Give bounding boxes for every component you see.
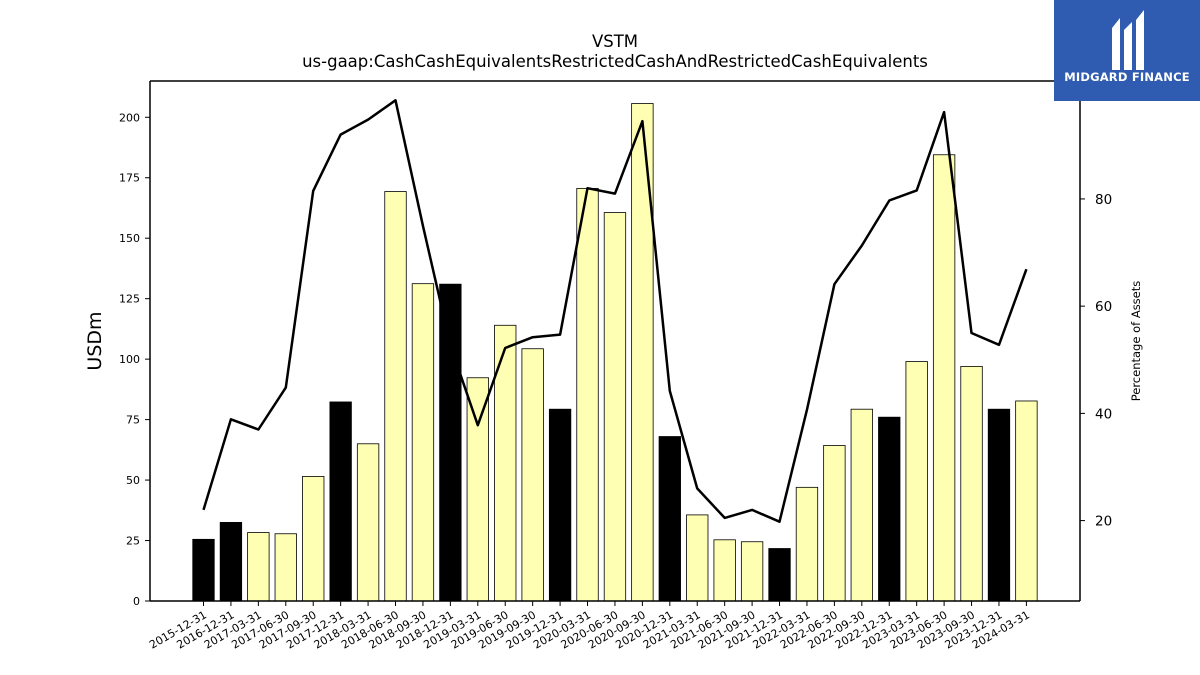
- bar: [192, 538, 215, 602]
- y-tick-label: 125: [119, 293, 140, 306]
- bar: [548, 408, 572, 602]
- chart-title: VSTM: [591, 32, 639, 51]
- y-tick-label: 100: [119, 353, 140, 366]
- y-tick-label: 50: [126, 474, 140, 487]
- bar: [521, 348, 544, 602]
- bar: [768, 548, 791, 602]
- bar: [439, 283, 462, 602]
- bar: [850, 408, 873, 602]
- y-tick-label: 75: [126, 414, 140, 427]
- bar: [1015, 400, 1038, 602]
- midgard-finance-logo: MIDGARD FINANCE: [1054, 0, 1200, 101]
- bar: [878, 416, 901, 602]
- bar: [576, 187, 599, 602]
- y2-tick-label: 20: [1095, 514, 1112, 530]
- logo-mark-icon: [1112, 10, 1144, 70]
- bar: [466, 377, 489, 602]
- y-tick-label: 150: [119, 232, 140, 245]
- y2-tick-label: 80: [1095, 192, 1112, 208]
- logo-text: MIDGARD FINANCE: [1064, 70, 1190, 84]
- y-tick-label: 0: [133, 595, 140, 608]
- bar: [713, 539, 736, 602]
- bar: [686, 514, 709, 602]
- bar: [329, 401, 352, 602]
- bar: [795, 486, 819, 602]
- bar: [356, 443, 380, 602]
- bar: [274, 533, 297, 602]
- series-line: [202, 99, 1028, 523]
- bar: [302, 476, 325, 602]
- bar: [384, 191, 407, 602]
- y-tick-label: 200: [119, 111, 140, 124]
- y-tick-label: 25: [126, 535, 140, 548]
- bar: [658, 436, 681, 602]
- bar: [740, 541, 764, 602]
- y-tick-label: 175: [119, 172, 140, 185]
- y2-tick-label: 40: [1095, 406, 1112, 422]
- y-axis-label: USDm: [84, 311, 106, 370]
- bar: [247, 532, 270, 602]
- bar: [960, 365, 983, 602]
- y2-axis-label: Percentage of Assets: [1129, 281, 1143, 402]
- bar: [219, 521, 243, 602]
- y2-tick-label: 60: [1095, 299, 1112, 315]
- bar: [987, 408, 1011, 602]
- bar: [823, 445, 846, 602]
- bar: [631, 103, 654, 602]
- chart-subtitle: us-gaap:CashCashEquivalentsRestrictedCas…: [302, 52, 928, 71]
- bar: [411, 283, 435, 602]
- bar: [603, 212, 627, 602]
- bar: [905, 361, 928, 602]
- bar: [932, 154, 956, 602]
